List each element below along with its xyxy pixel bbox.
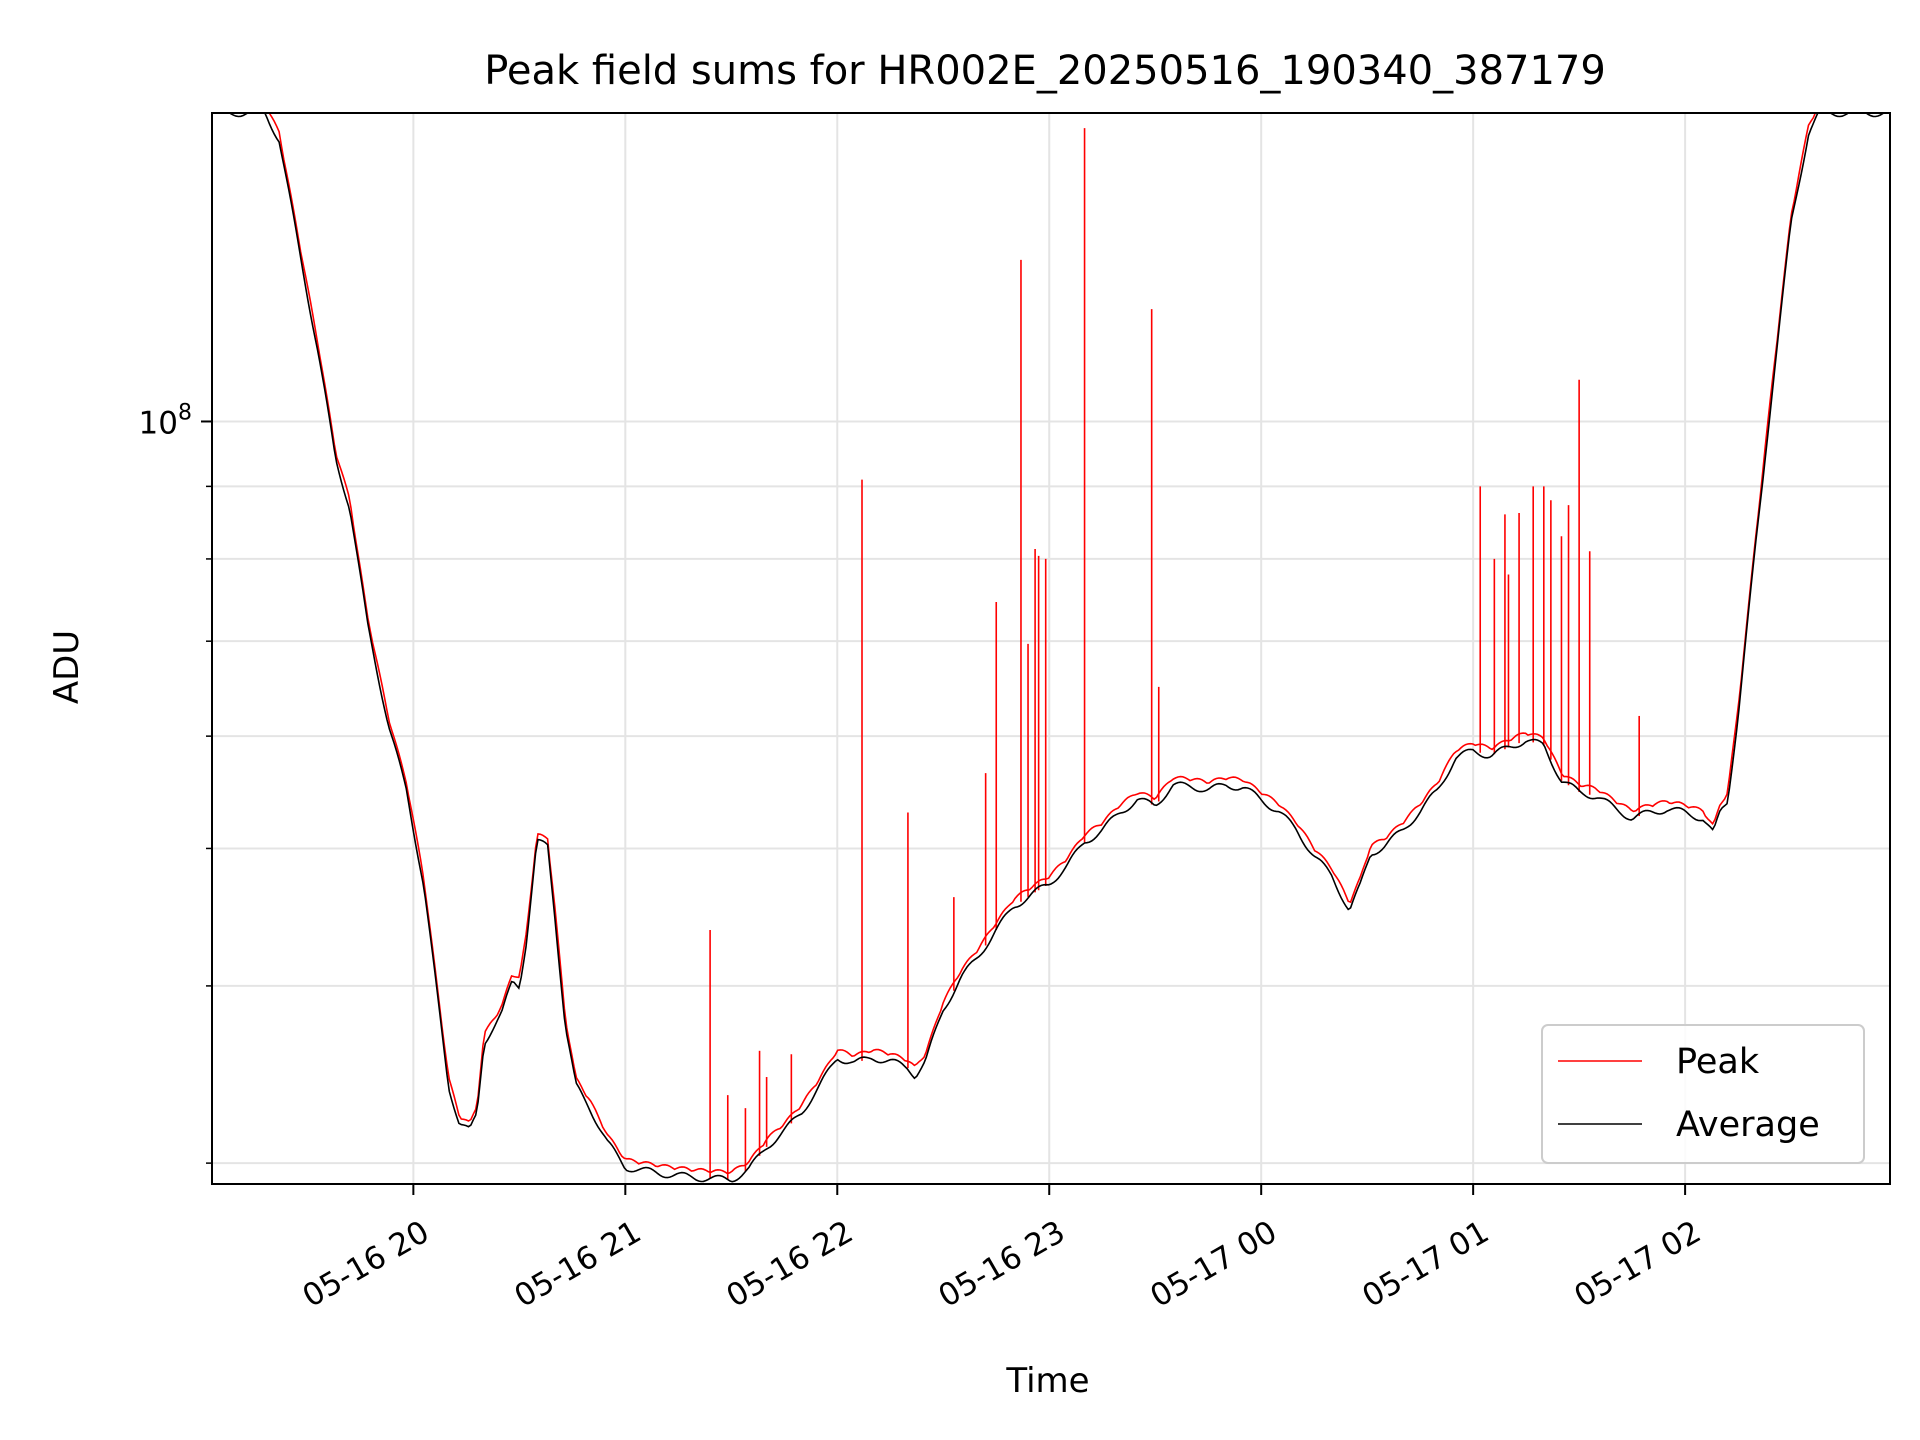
x-axis-label: Time (1005, 1361, 1089, 1401)
grid (212, 113, 1890, 1184)
series-layer (212, 113, 1886, 1183)
legend: Peak Average (1541, 1024, 1865, 1164)
legend-box (1541, 1024, 1865, 1164)
y-axis-label: ADU (47, 630, 87, 704)
series-peak-line (268, 113, 1817, 1175)
chart-title: Peak field sums for HR002E_20250516_1903… (484, 48, 1606, 94)
legend-average-label: Average (1676, 1105, 1820, 1145)
series-average-line (212, 113, 1886, 1183)
y-tick-label: 108 (139, 400, 192, 441)
plot-frame (211, 112, 1891, 1185)
legend-peak-label: Peak (1676, 1042, 1760, 1082)
